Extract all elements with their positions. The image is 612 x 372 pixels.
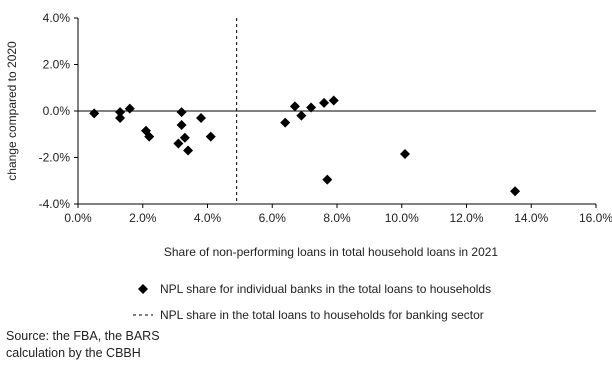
tick-labels: 0.0% 2.0% 4.0% 6.0% 8.0% 10.0% 12.0% 14.0% 16.0%… <box>39 11 612 225</box>
bank-point <box>322 174 333 185</box>
x-tick-label: 12.0% <box>449 211 483 225</box>
bank-point <box>328 95 339 106</box>
bank-point <box>196 112 207 123</box>
bank-point <box>183 145 194 156</box>
x-tick-label: 16.0% <box>579 211 612 225</box>
bank-point <box>510 186 521 197</box>
legend: NPL share for individual banks in the to… <box>133 282 491 322</box>
bank-point <box>115 112 126 123</box>
bank-point <box>306 102 317 113</box>
bank-point <box>124 103 135 114</box>
bank-point <box>176 119 187 130</box>
bank-point <box>319 97 330 108</box>
source-line-1: Source: the FBA, the BARS <box>6 329 160 343</box>
y-tick-label: -2.0% <box>39 151 71 165</box>
bank-point <box>280 117 291 128</box>
legend-label-banks: NPL share for individual banks in the to… <box>160 282 491 296</box>
x-tick-label: 10.0% <box>385 211 419 225</box>
bank-point <box>205 131 216 142</box>
bank-point <box>289 101 300 112</box>
y-axis-title: change compared to 2020 <box>5 41 19 181</box>
bank-point <box>296 110 307 121</box>
x-tick-label: 8.0% <box>323 211 351 225</box>
y-tick-label: -4.0% <box>39 197 71 211</box>
x-axis-title: Share of non-performing loans in total h… <box>164 245 499 259</box>
x-tick-label: 0.0% <box>64 211 92 225</box>
bank-point <box>173 138 184 149</box>
legend-label-sector: NPL share in the total loans to househol… <box>160 308 484 322</box>
bank-point <box>176 107 187 118</box>
bank-point <box>399 149 410 160</box>
bank-points <box>89 95 521 197</box>
x-tick-label: 2.0% <box>129 211 157 225</box>
source-line-2: calculation by the CBBH <box>6 346 141 360</box>
bank-point <box>115 107 126 118</box>
y-tick-label: 0.0% <box>43 104 71 118</box>
x-tick-label: 14.0% <box>514 211 548 225</box>
legend-diamond-marker <box>138 284 148 294</box>
bank-point <box>144 131 155 142</box>
x-tick-label: 6.0% <box>259 211 287 225</box>
y-tick-label: 2.0% <box>43 58 71 72</box>
bank-point <box>89 108 100 119</box>
y-tick-label: 4.0% <box>43 11 71 25</box>
x-tick-label: 4.0% <box>194 211 222 225</box>
plot-axes <box>74 17 597 208</box>
bank-point <box>179 132 190 143</box>
